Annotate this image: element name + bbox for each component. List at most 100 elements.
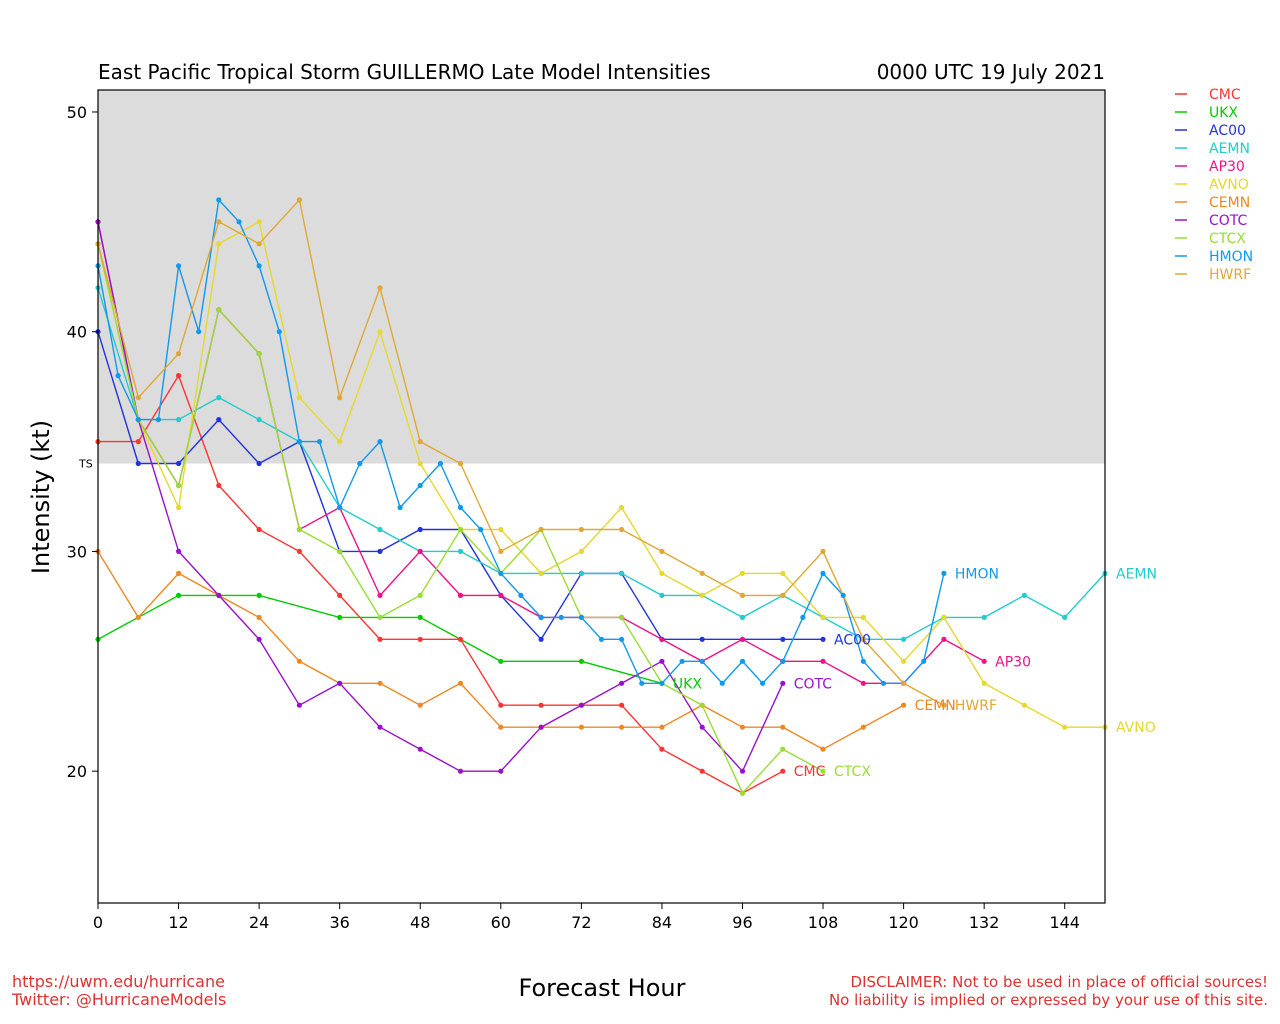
data-point-cemn-5: [296, 658, 302, 664]
data-point-ac00-3: [216, 417, 222, 423]
x-tick-label: 72: [571, 913, 591, 932]
data-point-hmon-19: [478, 526, 484, 533]
series-line-hwrf: [97, 198, 945, 706]
data-point-hwrf-4: [256, 241, 262, 247]
data-point-hmon-14: [377, 439, 383, 445]
x-tick-label: 120: [888, 913, 919, 932]
data-point-cemn-1: [135, 614, 141, 621]
data-point-ctcx-17: [780, 746, 786, 752]
legend-label-ac00: AC00: [1209, 123, 1246, 139]
end-label-ac00: AC00: [834, 632, 871, 648]
data-point-avno-3: [216, 241, 222, 247]
data-point-hwrf-19: [860, 636, 866, 642]
data-point-ac00-8: [417, 526, 423, 533]
end-label-cotc: COTC: [794, 676, 833, 692]
y-tick-label: 40: [67, 323, 87, 342]
end-label-avno: AVNO: [1116, 720, 1156, 736]
series-line-cotc: [97, 221, 784, 773]
footer-twitter: Twitter: @HurricaneModels: [11, 990, 226, 1009]
data-point-avno-12: [578, 548, 585, 555]
data-point-cemn-20: [901, 702, 907, 708]
x-tick-label: 132: [969, 913, 1000, 932]
data-point-hmon-9: [276, 329, 282, 335]
data-point-hmon-21: [518, 592, 524, 599]
data-point-hwrf-9: [457, 460, 464, 467]
data-point-aemn-13: [619, 570, 625, 577]
chart-title: East Pacific Tropical Storm GUILLERMO La…: [98, 60, 711, 84]
y-tick-label: 30: [67, 542, 87, 561]
data-point-hmon-4: [176, 263, 182, 269]
data-point-hwrf-15: [699, 570, 705, 577]
data-point-hmon-22: [538, 614, 544, 621]
data-point-avno-23: [1021, 702, 1027, 708]
data-point-hmon-39: [880, 680, 887, 686]
data-point-cotc-5: [296, 702, 302, 708]
data-point-hwrf-3: [216, 219, 222, 225]
data-point-avno-6: [337, 439, 343, 445]
data-point-hmon-10: [296, 439, 302, 445]
data-point-ukx-1: [176, 592, 182, 599]
data-point-aemn-20: [901, 636, 907, 642]
data-point-ac00-4: [256, 460, 262, 467]
x-tick-label: 36: [330, 913, 350, 932]
y-tick-label: 50: [67, 103, 87, 122]
data-point-avno-5: [296, 395, 302, 401]
data-point-cmc-15: [699, 768, 705, 774]
series-end-labels: HMON AEMN AC00 AP30 UKX COTC CEMN HWRF AVNO CMC CT…: [673, 566, 1157, 780]
data-point-hmon-27: [639, 680, 645, 686]
data-point-ac00-17: [780, 636, 786, 642]
data-point-ap30-10: [498, 592, 504, 599]
data-point-ac00-7: [377, 548, 383, 555]
data-point-hwrf-21: [941, 702, 947, 708]
data-point-hmon-28: [659, 680, 665, 686]
x-tick-label: 0: [93, 913, 103, 932]
data-point-aemn-9: [457, 548, 464, 555]
data-point-cemn-17: [780, 724, 786, 730]
data-point-hwrf-8: [417, 439, 423, 445]
data-point-cotc-12: [578, 702, 585, 708]
data-point-ap30-9: [457, 592, 464, 599]
data-point-hmon-35: [800, 614, 806, 621]
series-line-cemn: [97, 551, 904, 750]
data-point-cmc-14: [659, 746, 665, 752]
data-point-ap30-22: [981, 658, 987, 664]
end-label-hmon: HMON: [955, 566, 999, 582]
y-axis-ticks: 20 30 40 50: [67, 103, 98, 781]
data-point-hmon-18: [457, 504, 464, 511]
data-point-hmon-38: [860, 658, 866, 664]
data-point-hwrf-12: [578, 526, 585, 533]
footer-url: https://uwm.edu/hurricane: [12, 972, 225, 991]
data-point-hmon-20: [498, 570, 504, 577]
x-tick-label: 48: [410, 913, 430, 932]
data-point-cemn-14: [659, 724, 665, 730]
data-point-hmon-1: [115, 373, 121, 379]
end-label-hwrf: HWRF: [955, 698, 997, 714]
data-point-aemn-22: [981, 614, 987, 621]
legend-label-ctcx: CTCX: [1209, 231, 1246, 247]
data-point-cmc-9: [457, 636, 464, 642]
end-label-ctcx: CTCX: [834, 764, 871, 780]
end-label-ap30: AP30: [995, 654, 1031, 670]
data-point-hmon-6: [216, 197, 222, 203]
data-point-aemn-2: [176, 417, 182, 423]
data-point-hmon-11: [316, 439, 323, 445]
x-tick-label: 96: [732, 913, 752, 932]
data-point-hmon-17: [437, 460, 443, 467]
data-point-cotc-3: [216, 592, 222, 599]
data-point-ctcx-6: [337, 548, 343, 555]
data-point-hmon-2: [135, 417, 141, 423]
data-point-hmon-32: [739, 658, 746, 664]
data-point-hmon-29: [679, 658, 685, 664]
data-point-hmon-24: [578, 614, 585, 621]
data-point-hmon-3: [155, 417, 161, 423]
x-tick-label: 60: [491, 913, 511, 932]
threshold-label: TS: [78, 458, 93, 471]
data-point-aemn-23: [1021, 592, 1027, 599]
data-point-ap30-7: [377, 592, 383, 599]
footer-disclaimer: DISCLAIMER: Not to be used in place of o…: [851, 973, 1268, 991]
legend-label-cotc: COTC: [1209, 213, 1248, 229]
data-point-cmc-11: [538, 702, 544, 708]
data-point-ctcx-16: [739, 790, 746, 796]
data-point-ukx-4: [417, 614, 423, 621]
data-point-ctcx-18: [820, 768, 826, 774]
